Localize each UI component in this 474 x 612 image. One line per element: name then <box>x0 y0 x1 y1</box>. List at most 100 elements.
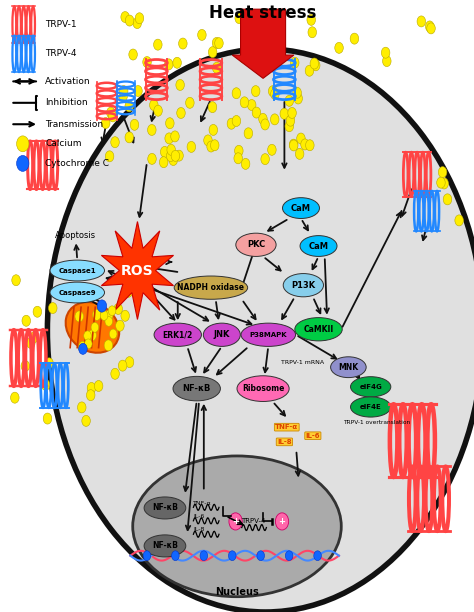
Circle shape <box>268 86 277 97</box>
Circle shape <box>443 194 452 205</box>
Circle shape <box>350 33 359 44</box>
Circle shape <box>116 320 124 331</box>
Circle shape <box>417 16 426 27</box>
Circle shape <box>207 141 215 152</box>
Circle shape <box>175 150 183 161</box>
Circle shape <box>121 12 129 23</box>
Circle shape <box>291 57 299 68</box>
Circle shape <box>84 331 91 341</box>
Text: NADPH oxidase: NADPH oxidase <box>177 283 245 292</box>
Circle shape <box>172 551 179 561</box>
Circle shape <box>244 128 253 139</box>
Circle shape <box>268 144 276 155</box>
Circle shape <box>33 306 42 317</box>
Ellipse shape <box>50 282 104 303</box>
Circle shape <box>301 139 309 150</box>
Circle shape <box>82 416 91 427</box>
Text: NF-κB: NF-κB <box>152 504 178 512</box>
Circle shape <box>148 154 156 165</box>
Circle shape <box>78 402 86 413</box>
Circle shape <box>30 332 38 343</box>
Circle shape <box>87 287 95 298</box>
Text: Activation: Activation <box>45 77 91 86</box>
Circle shape <box>259 113 267 124</box>
Circle shape <box>261 119 269 130</box>
Circle shape <box>105 316 112 326</box>
Circle shape <box>135 13 144 24</box>
Text: IL-6: IL-6 <box>193 514 205 519</box>
Circle shape <box>87 382 96 394</box>
Circle shape <box>261 154 269 165</box>
Text: Cytochrome C: Cytochrome C <box>45 159 109 168</box>
Circle shape <box>232 88 241 99</box>
Circle shape <box>308 27 317 38</box>
Circle shape <box>48 302 57 313</box>
Circle shape <box>297 133 305 144</box>
Circle shape <box>438 166 447 177</box>
Circle shape <box>176 80 184 91</box>
Circle shape <box>150 100 158 111</box>
Circle shape <box>17 136 29 152</box>
Ellipse shape <box>350 397 391 417</box>
Text: TRPV-1 mRNA: TRPV-1 mRNA <box>281 360 324 365</box>
Text: CaM: CaM <box>291 204 311 212</box>
Circle shape <box>169 154 178 165</box>
Circle shape <box>235 145 243 156</box>
Circle shape <box>208 102 217 113</box>
Ellipse shape <box>331 357 366 378</box>
Text: Inhibition: Inhibition <box>45 99 88 107</box>
Circle shape <box>290 140 298 151</box>
Circle shape <box>179 38 187 49</box>
Circle shape <box>209 124 218 135</box>
Circle shape <box>286 115 295 126</box>
Circle shape <box>111 368 119 379</box>
Text: Caspase9: Caspase9 <box>58 289 96 296</box>
Circle shape <box>106 310 113 320</box>
Circle shape <box>22 315 30 326</box>
Circle shape <box>293 88 301 99</box>
Ellipse shape <box>203 323 240 346</box>
Circle shape <box>111 136 119 147</box>
Text: TNF-α: TNF-α <box>193 501 212 506</box>
Text: P13K: P13K <box>292 281 315 289</box>
Circle shape <box>143 551 151 561</box>
Circle shape <box>166 151 175 162</box>
Circle shape <box>41 379 50 390</box>
Circle shape <box>84 339 92 349</box>
Circle shape <box>254 51 262 62</box>
Text: CaM: CaM <box>309 242 328 250</box>
Circle shape <box>305 65 314 76</box>
Text: TRPV-4: TRPV-4 <box>45 50 76 58</box>
Circle shape <box>251 86 260 97</box>
Text: TRPV-1: TRPV-1 <box>45 20 77 29</box>
Circle shape <box>311 60 320 71</box>
Circle shape <box>105 151 114 162</box>
Text: +: + <box>232 517 239 526</box>
Circle shape <box>92 309 101 320</box>
Circle shape <box>165 118 174 129</box>
Text: +: + <box>279 517 285 526</box>
Text: Apoptosis: Apoptosis <box>55 231 96 240</box>
Circle shape <box>121 271 130 282</box>
Circle shape <box>125 357 134 368</box>
Circle shape <box>186 97 194 108</box>
Text: P38MAPK: P38MAPK <box>249 332 287 338</box>
Circle shape <box>100 310 108 320</box>
Circle shape <box>285 121 293 132</box>
Circle shape <box>124 286 133 297</box>
Text: eIF4G: eIF4G <box>359 384 382 390</box>
Text: IL-8: IL-8 <box>193 528 205 532</box>
Ellipse shape <box>300 236 337 256</box>
Circle shape <box>289 139 298 150</box>
Circle shape <box>288 108 296 119</box>
Text: Heat stress: Heat stress <box>210 4 317 23</box>
Circle shape <box>159 157 168 168</box>
Circle shape <box>125 101 134 112</box>
Circle shape <box>130 119 139 130</box>
Circle shape <box>204 135 212 146</box>
Circle shape <box>17 155 29 171</box>
Text: IL-6: IL-6 <box>306 433 320 439</box>
Circle shape <box>229 513 242 530</box>
Circle shape <box>173 58 182 69</box>
Text: TNF-α: TNF-α <box>275 424 298 430</box>
